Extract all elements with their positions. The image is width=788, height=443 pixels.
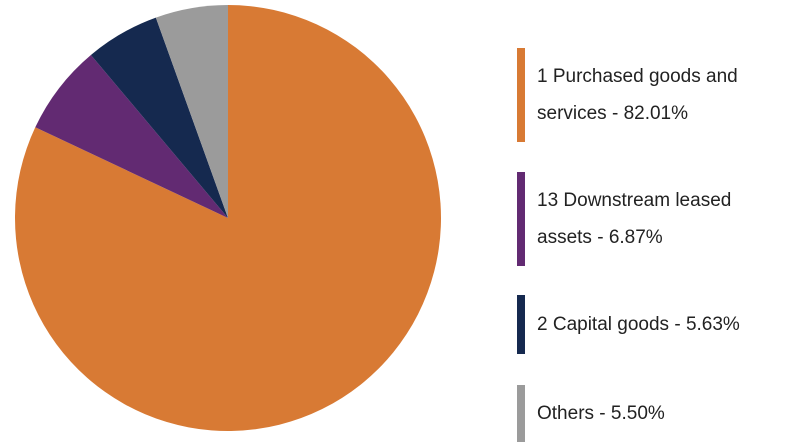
legend-text: 13 Downstream leased assets - 6.87% <box>537 190 732 248</box>
legend-label: 1 Purchased goods and services <box>537 66 738 124</box>
legend-swatch <box>517 385 525 442</box>
legend-value: 5.50% <box>610 403 665 424</box>
legend-value: 82.01% <box>623 103 689 124</box>
legend-swatch <box>517 295 525 354</box>
legend-item: 2 Capital goods - 5.63% <box>517 295 787 354</box>
legend-label: 2 Capital goods <box>537 314 670 335</box>
pie-slice <box>14 5 441 432</box>
legend-text: Others - 5.50% <box>537 403 665 424</box>
legend-value: 5.63% <box>685 314 740 335</box>
pie-slice <box>90 17 228 218</box>
legend-label: Others <box>537 403 595 424</box>
legend-text: 1 Purchased goods and services - 82.01% <box>537 66 738 124</box>
legend-item: 13 Downstream leased assets - 6.87% <box>517 172 787 266</box>
legend-value: 6.87% <box>608 227 663 248</box>
legend-swatch <box>517 48 525 142</box>
legend-item: Others - 5.50% <box>517 385 787 442</box>
legend-swatch <box>517 172 525 266</box>
legend-label: 13 Downstream leased assets <box>537 190 732 248</box>
pie-slice <box>35 54 229 219</box>
legend-text: 2 Capital goods - 5.63% <box>537 314 740 335</box>
pie-chart <box>14 5 441 432</box>
legend-item: 1 Purchased goods and services - 82.01% <box>517 48 787 142</box>
pie-slice <box>155 5 228 218</box>
